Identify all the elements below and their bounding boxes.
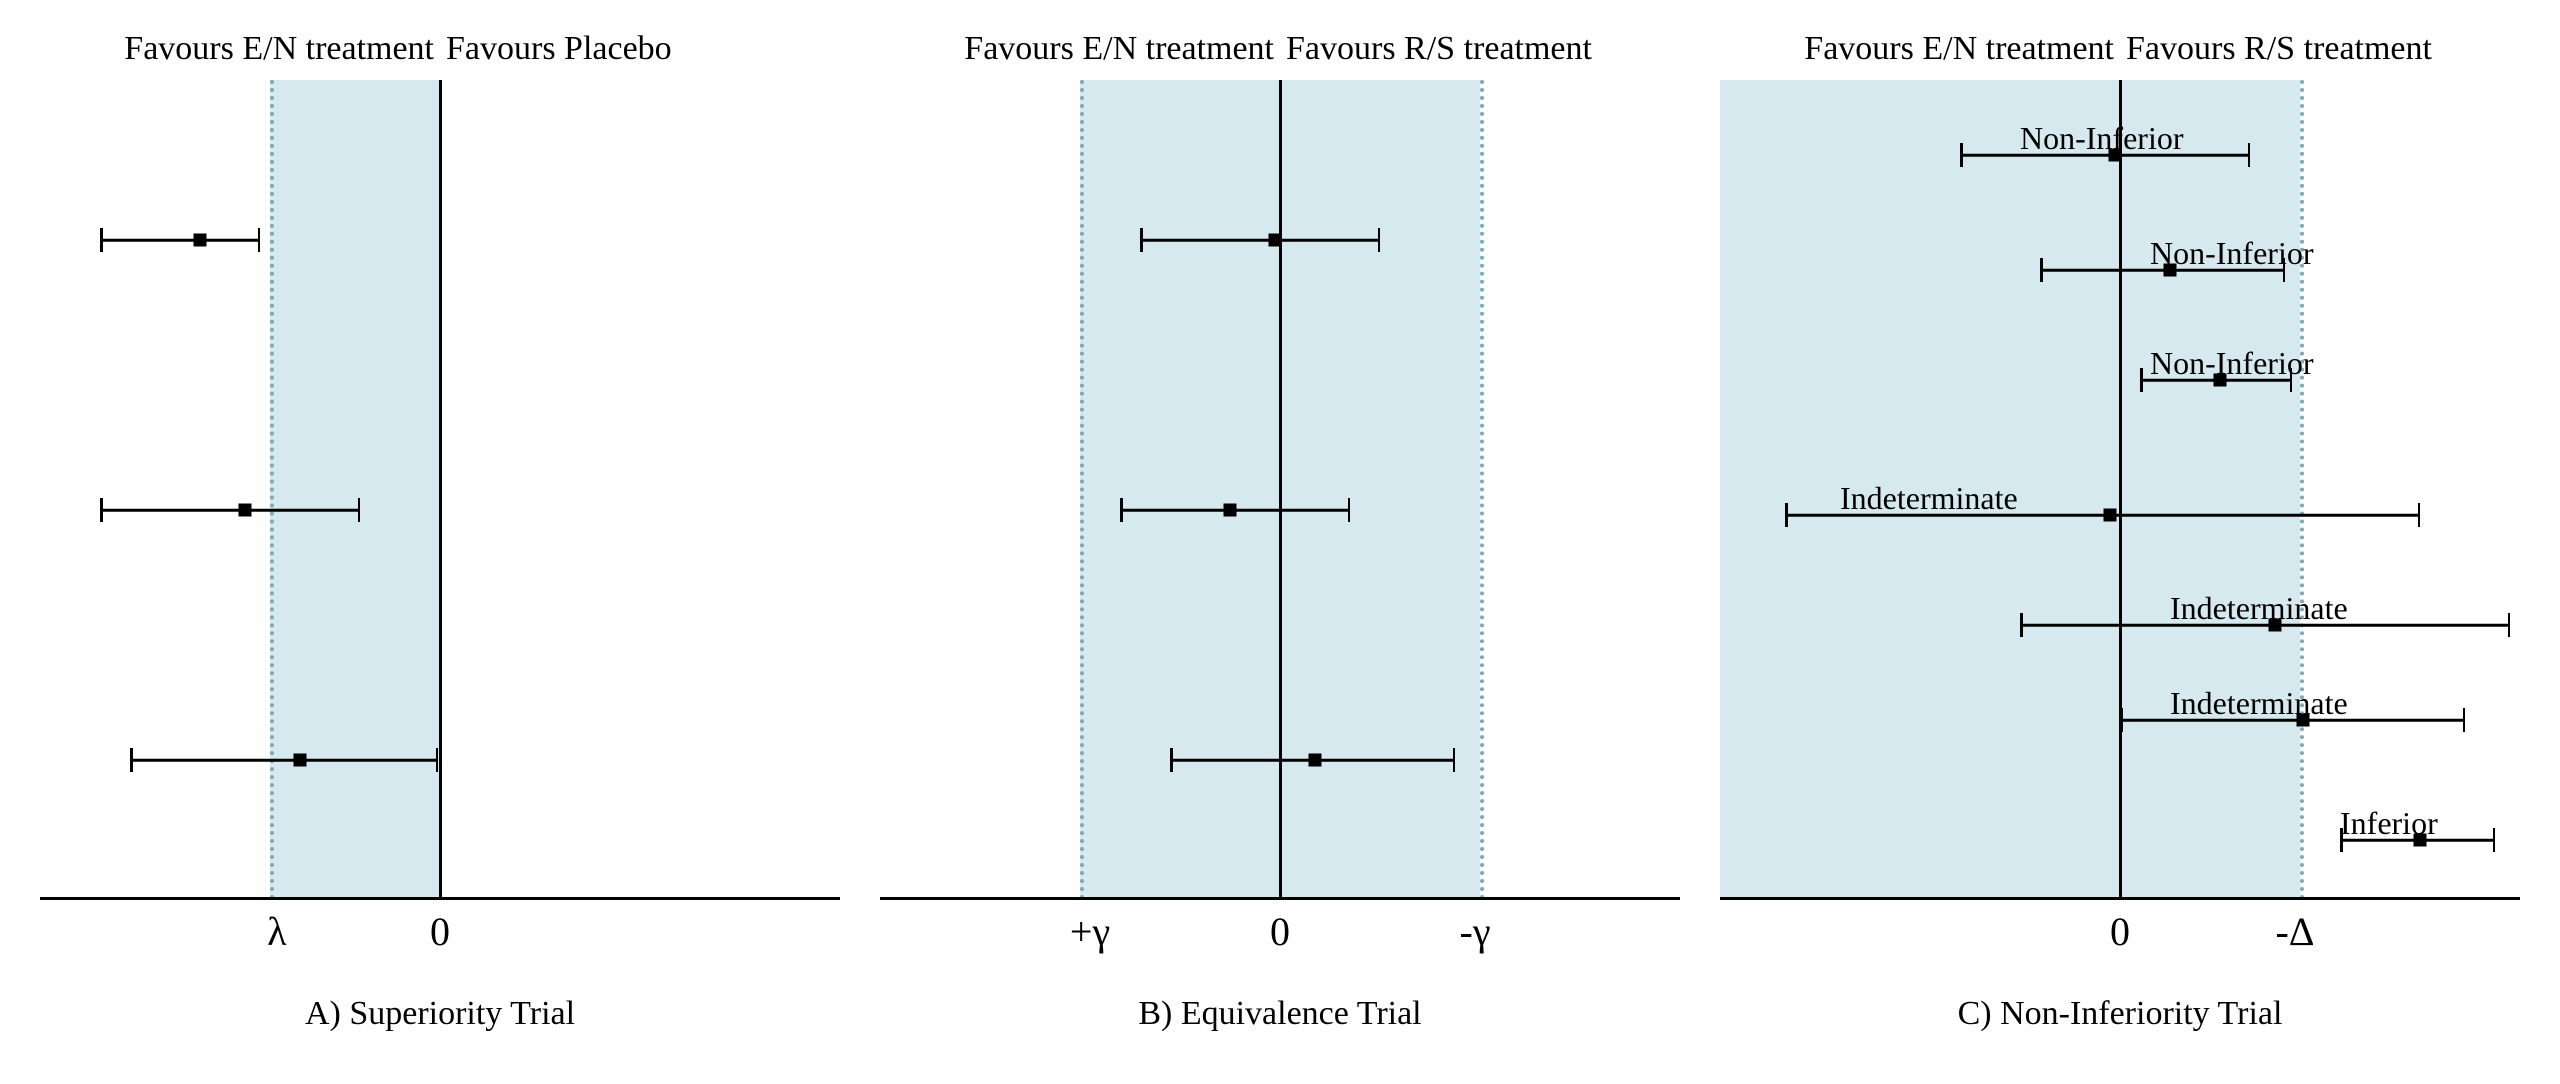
axis-tick-label: -γ xyxy=(1460,908,1491,955)
caption-c: C) Non-Inferiority Trial xyxy=(1720,995,2520,1033)
margin-line xyxy=(270,80,274,900)
plot-c: Non-Inferior Non-Inferior Non-Inferior Inde… xyxy=(1720,80,2520,900)
panel-b-header: Favours E/N treatment Favours R/S treatm… xyxy=(880,30,1680,68)
zero-line xyxy=(439,80,442,900)
result-label: Indeterminate xyxy=(2170,685,2348,722)
x-axis xyxy=(1720,897,2520,900)
caption-a: A) Superiority Trial xyxy=(40,995,840,1033)
shaded-region xyxy=(270,80,440,900)
axis-tick-label: 0 xyxy=(1270,908,1290,955)
margin-line xyxy=(1080,80,1084,900)
axis-tick-label: 0 xyxy=(430,908,450,955)
header-left-c: Favours E/N treatment xyxy=(1720,30,2120,68)
axis-tick-label: +γ xyxy=(1070,908,1110,955)
plot-b xyxy=(880,80,1680,900)
caption-b: B) Equivalence Trial xyxy=(880,995,1680,1033)
axis-tick-label: λ xyxy=(267,908,286,955)
margin-line xyxy=(2300,80,2304,900)
zero-line xyxy=(1279,80,1282,900)
x-axis xyxy=(40,897,840,900)
axis-tick-label: -Δ xyxy=(2275,908,2314,955)
result-label: Non-Inferior xyxy=(2150,235,2313,272)
header-right-b: Favours R/S treatment xyxy=(1280,30,1680,68)
result-label: Indeterminate xyxy=(2170,590,2348,627)
confidence-interval xyxy=(100,498,360,522)
zero-line xyxy=(2119,80,2122,900)
panel-c-header: Favours E/N treatment Favours R/S treatm… xyxy=(1720,30,2520,68)
confidence-interval xyxy=(130,748,438,772)
result-label: Inferior xyxy=(2340,805,2438,842)
header-right-c: Favours R/S treatment xyxy=(2120,30,2520,68)
panel-superiority: Favours E/N treatment Favours Placebo λ0… xyxy=(40,30,840,1050)
axis-labels-b: +γ 0 -γ xyxy=(880,908,1680,958)
header-left-a: Favours E/N treatment xyxy=(40,30,440,68)
panel-a-header: Favours E/N treatment Favours Placebo xyxy=(40,30,840,68)
header-left-b: Favours E/N treatment xyxy=(880,30,1280,68)
panel-noninferiority: Favours E/N treatment Favours R/S treatm… xyxy=(1720,30,2520,1050)
result-label: Non-Inferior xyxy=(2150,345,2313,382)
result-label: Non-Inferior xyxy=(2020,120,2183,157)
plot-a xyxy=(40,80,840,900)
confidence-interval xyxy=(100,228,260,252)
confidence-interval xyxy=(1120,498,1350,522)
header-right-a: Favours Placebo xyxy=(440,30,840,68)
confidence-interval xyxy=(1140,228,1380,252)
x-axis xyxy=(880,897,1680,900)
axis-labels-c: 0 -Δ xyxy=(1720,908,2520,958)
axis-tick-label: 0 xyxy=(2110,908,2130,955)
result-label: Indeterminate xyxy=(1840,480,2018,517)
panel-equivalence: Favours E/N treatment Favours R/S treatm… xyxy=(880,30,1680,1050)
confidence-interval xyxy=(1170,748,1455,772)
margin-line xyxy=(1480,80,1484,900)
axis-labels-a: λ0 xyxy=(40,908,840,958)
